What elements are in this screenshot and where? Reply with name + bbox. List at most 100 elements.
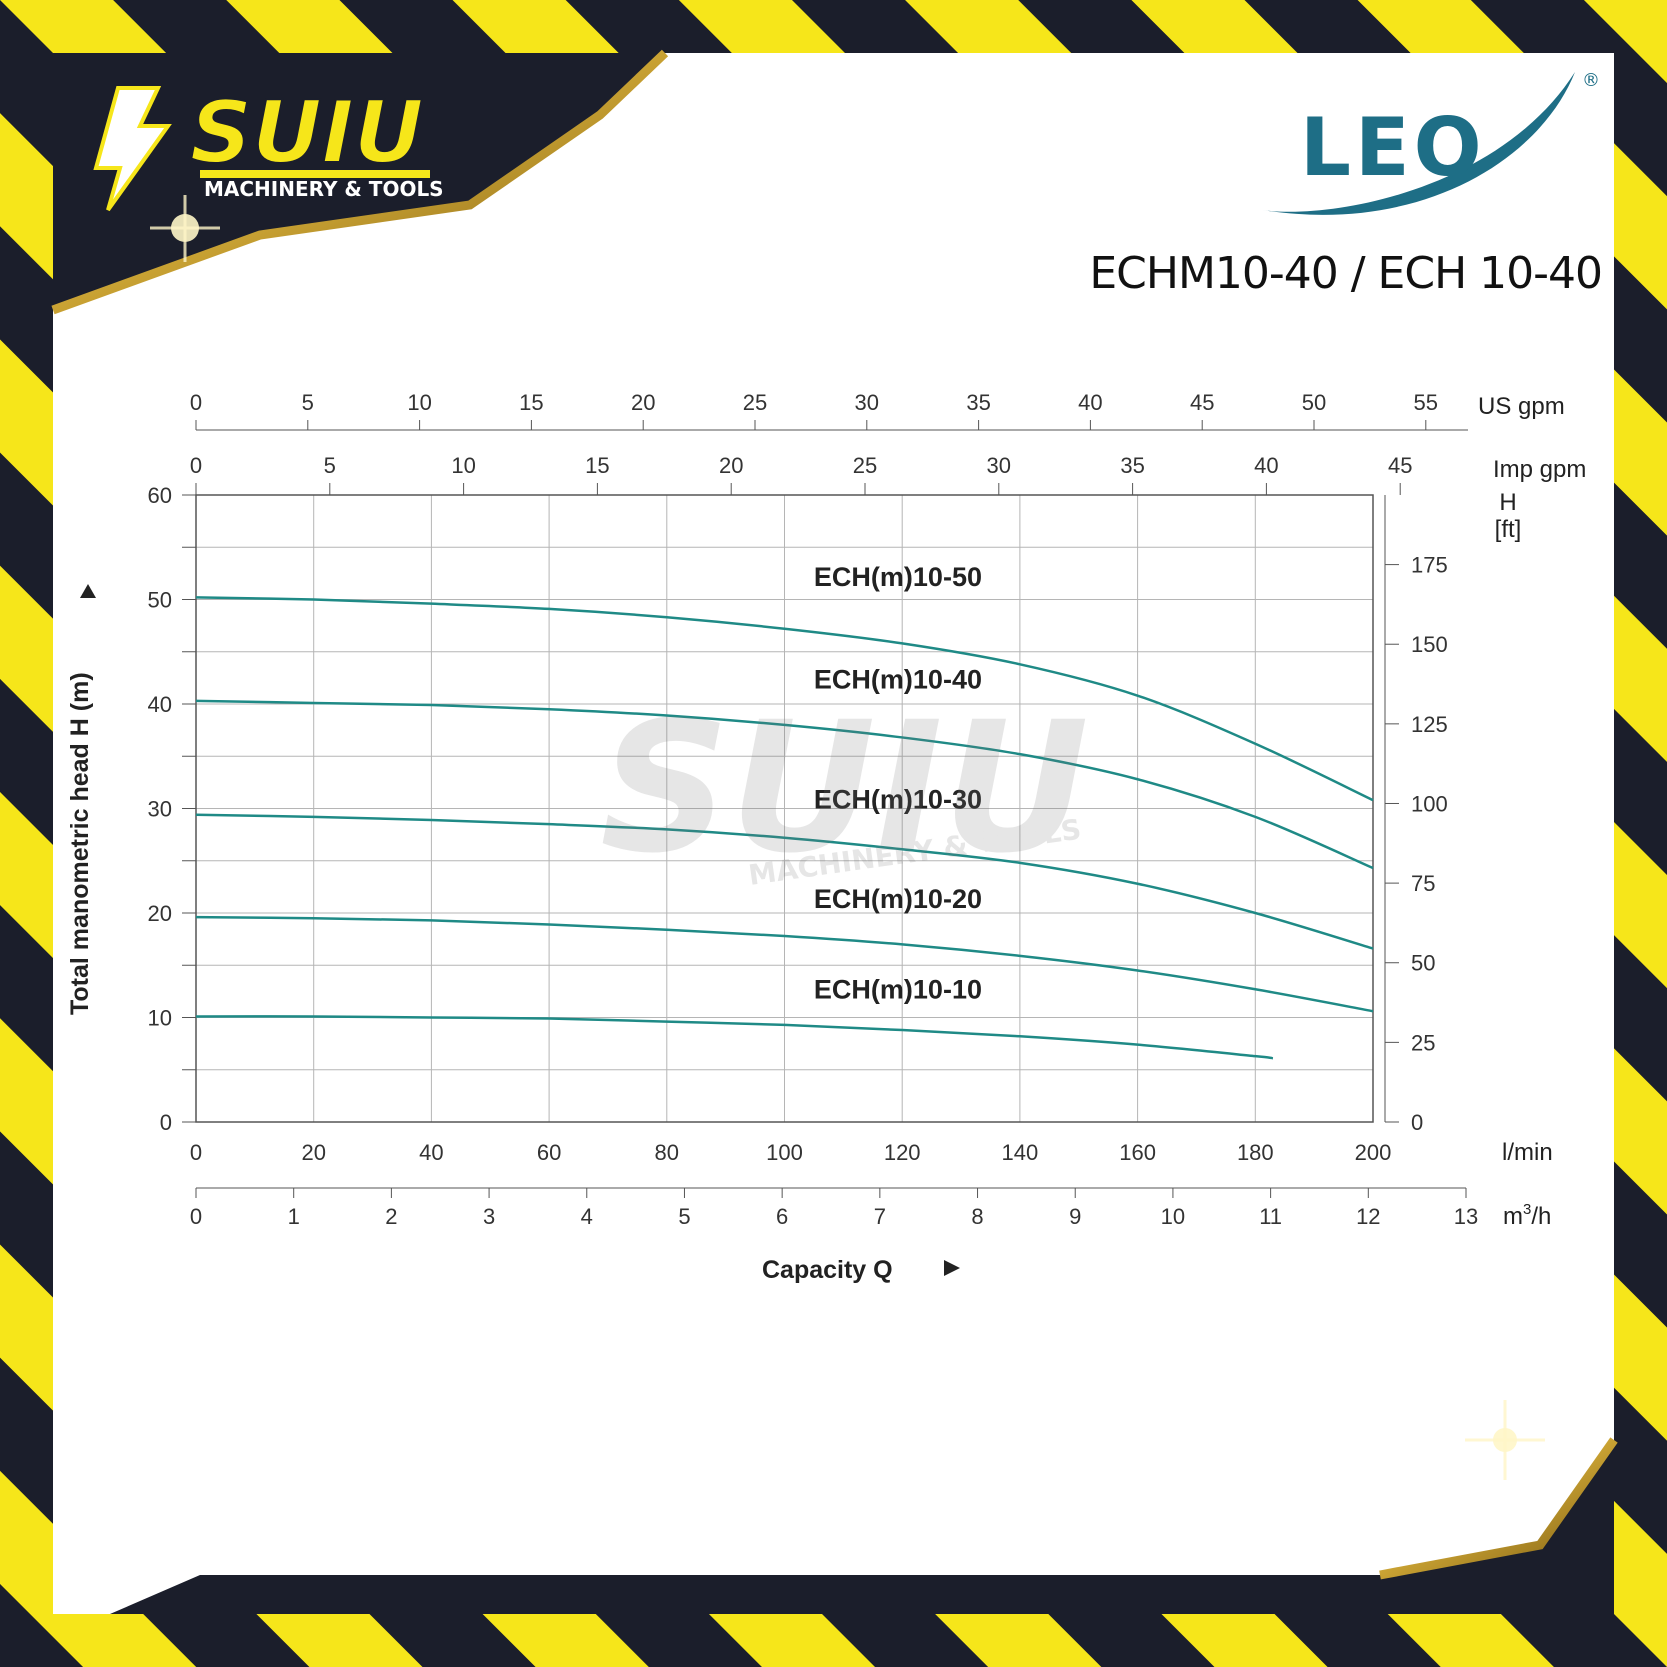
y-axis-title: Total manometric head H (m) bbox=[66, 672, 94, 1015]
x-impgpm-tick-label: 45 bbox=[1388, 453, 1412, 478]
x-impgpm-tick-label: 25 bbox=[853, 453, 877, 478]
model-title: ECHM10-40 / ECH 10-40 bbox=[1089, 248, 1603, 299]
x-impgpm-tick-label: 30 bbox=[987, 453, 1011, 478]
x-usgpm-tick-label: 15 bbox=[519, 390, 543, 415]
x-axis-title: Capacity Q bbox=[762, 1256, 893, 1284]
series-label-4: ECH(m)10-20 bbox=[814, 884, 982, 914]
y-tick-label: 0 bbox=[160, 1110, 172, 1135]
x-usgpm-tick-label: 0 bbox=[190, 390, 202, 415]
x-usgpm-tick-label: 5 bbox=[302, 390, 314, 415]
x-m3h-tick-label: 12 bbox=[1356, 1204, 1380, 1229]
series-label-3: ECH(m)10-30 bbox=[814, 785, 982, 815]
y-tick-label: 20 bbox=[148, 901, 172, 926]
x-m3h-tick-label: 9 bbox=[1069, 1204, 1081, 1229]
x-usgpm-tick-label: 30 bbox=[855, 390, 879, 415]
y-tick-label: 60 bbox=[148, 483, 172, 508]
chart-labels: ECH(m)10-50 ECH(m)10-40 ECH(m)10-30 ECH(m)1… bbox=[814, 562, 982, 1005]
x-m3h-tick-label: 8 bbox=[971, 1204, 983, 1229]
logo-dash-line bbox=[200, 170, 430, 178]
x-usgpm-tick-label: 20 bbox=[631, 390, 655, 415]
brand-logo-subtitle: MACHINERY & TOOLS bbox=[204, 177, 444, 201]
x-tick-label: 40 bbox=[419, 1140, 443, 1165]
leo-logo-text: LEO bbox=[1300, 101, 1486, 194]
x-m3h-tick-label: 1 bbox=[288, 1204, 300, 1229]
y-ft-tick-label: 175 bbox=[1411, 553, 1448, 578]
x-m3h-tick-label: 10 bbox=[1161, 1204, 1185, 1229]
x-m3h-tick-label: 7 bbox=[874, 1204, 886, 1229]
y-ft-tick-label: 0 bbox=[1411, 1110, 1423, 1135]
registered-mark: ® bbox=[1582, 70, 1600, 91]
y-ft-tick-label: 50 bbox=[1411, 951, 1435, 976]
x-usgpm-tick-label: 35 bbox=[966, 390, 990, 415]
series-line-4 bbox=[195, 915, 1374, 1013]
svg-text:SUIU: SUIU bbox=[600, 684, 1089, 893]
series-line-1 bbox=[195, 596, 1374, 802]
x-m3h-tick-label: 6 bbox=[776, 1204, 788, 1229]
x-tick-label: 20 bbox=[301, 1140, 325, 1165]
y-ft-tick-label: 75 bbox=[1411, 871, 1435, 896]
series-line-2 bbox=[195, 699, 1374, 870]
y-ft-tick-label: 25 bbox=[1411, 1030, 1435, 1055]
x-m3h-tick-label: 0 bbox=[190, 1204, 202, 1229]
x-impgpm-tick-label: 20 bbox=[719, 453, 743, 478]
brand-banner bbox=[51, 49, 669, 315]
x-m3h-tick-label: 3 bbox=[483, 1204, 495, 1229]
series-label-2: ECH(m)10-40 bbox=[814, 664, 982, 694]
series-line-3 bbox=[195, 813, 1374, 950]
x-m3h-tick-label: 4 bbox=[581, 1204, 593, 1229]
leo-swoosh-icon bbox=[1262, 72, 1575, 215]
y-ft-tick-label: 100 bbox=[1411, 791, 1448, 816]
lightning-bolt-icon bbox=[93, 86, 172, 212]
x-usgpm-tick-label: 50 bbox=[1302, 390, 1326, 415]
series-label-1: ECH(m)10-50 bbox=[814, 562, 982, 592]
x-impgpm-tick-label: 40 bbox=[1254, 453, 1278, 478]
bottom-corner-banner bbox=[110, 1400, 1618, 1614]
brand-logo-text: SUIU bbox=[190, 83, 424, 183]
x-usgpm-tick-label: 45 bbox=[1190, 390, 1214, 415]
leo-logo: LEO ® bbox=[1262, 70, 1600, 215]
y-tick-label: 50 bbox=[148, 588, 172, 613]
x-tick-label: 0 bbox=[190, 1140, 202, 1165]
watermark-logo: SUIU MACHINERY & TOOLS bbox=[600, 684, 1089, 893]
x-m3h-tick-label: 5 bbox=[678, 1204, 690, 1229]
y-tick-label: 30 bbox=[148, 797, 172, 822]
y-tick-label: 40 bbox=[148, 692, 172, 717]
y-ft-unit-label: H bbox=[1499, 489, 1516, 516]
content-card bbox=[53, 53, 1614, 1614]
x-axis-arrow-icon bbox=[944, 1260, 960, 1276]
x-usgpm-unit-label: US gpm bbox=[1478, 393, 1565, 420]
x-unit-label: l/min bbox=[1502, 1139, 1553, 1166]
x-tick-label: 200 bbox=[1355, 1140, 1392, 1165]
x-usgpm-tick-label: 55 bbox=[1414, 390, 1438, 415]
series-line-5 bbox=[195, 1015, 1274, 1060]
x-m3h-tick-label: 13 bbox=[1454, 1204, 1478, 1229]
x-impgpm-tick-label: 15 bbox=[585, 453, 609, 478]
series-label-5: ECH(m)10-10 bbox=[814, 975, 982, 1005]
x-tick-label: 140 bbox=[1002, 1140, 1039, 1165]
x-impgpm-tick-label: 35 bbox=[1120, 453, 1144, 478]
x-m3h-unit-label: m3/h bbox=[1503, 1201, 1551, 1230]
x-impgpm-tick-label: 10 bbox=[451, 453, 475, 478]
x-usgpm-tick-label: 10 bbox=[407, 390, 431, 415]
chart-series bbox=[195, 596, 1374, 1060]
x-tick-label: 120 bbox=[884, 1140, 921, 1165]
x-usgpm-tick-label: 25 bbox=[743, 390, 767, 415]
y-ft-tick-label: 125 bbox=[1411, 712, 1448, 737]
x-tick-label: 60 bbox=[537, 1140, 561, 1165]
x-tick-label: 160 bbox=[1119, 1140, 1156, 1165]
x-usgpm-tick-label: 40 bbox=[1078, 390, 1102, 415]
y-ft-unit-label: [ft] bbox=[1495, 516, 1522, 543]
x-tick-label: 100 bbox=[766, 1140, 803, 1165]
x-tick-label: 80 bbox=[655, 1140, 679, 1165]
x-impgpm-tick-label: 0 bbox=[190, 453, 202, 478]
x-tick-label: 180 bbox=[1237, 1140, 1274, 1165]
x-m3h-tick-label: 11 bbox=[1259, 1204, 1282, 1229]
y-tick-label: 10 bbox=[148, 1006, 172, 1031]
x-impgpm-unit-label: Imp gpm bbox=[1493, 456, 1586, 483]
y-ft-tick-label: 150 bbox=[1411, 632, 1448, 657]
x-impgpm-tick-label: 5 bbox=[324, 453, 336, 478]
x-m3h-tick-label: 2 bbox=[385, 1204, 397, 1229]
y-axis-arrow-icon bbox=[80, 584, 96, 598]
